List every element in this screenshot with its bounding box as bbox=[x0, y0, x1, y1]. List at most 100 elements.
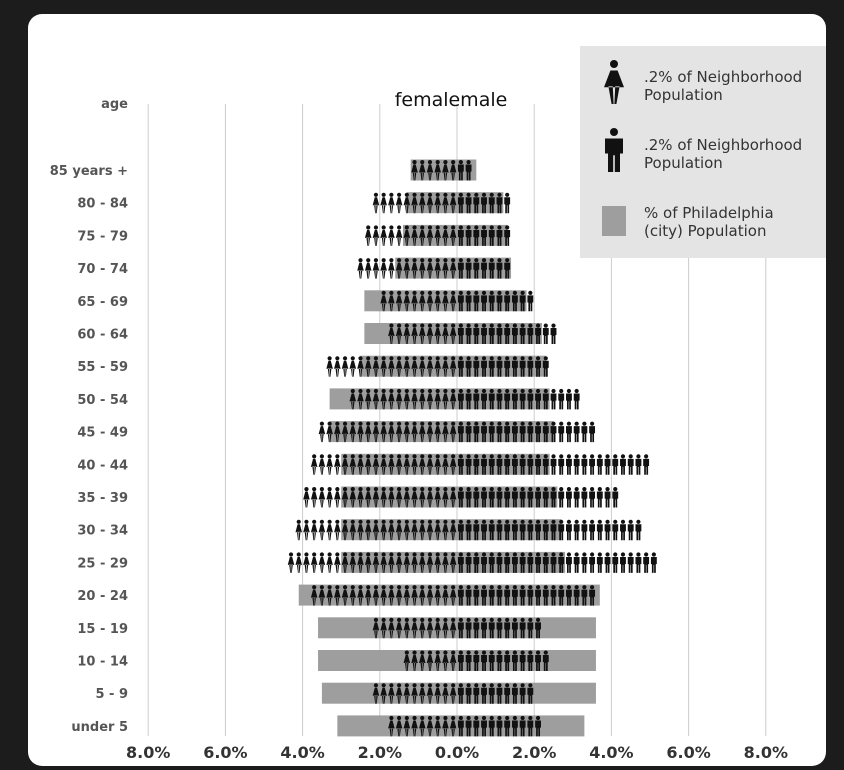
male-figure-icon bbox=[558, 589, 565, 606]
male-figure-icon bbox=[551, 487, 556, 492]
male-figure-icon bbox=[474, 258, 479, 263]
male-figure-icon bbox=[543, 323, 548, 328]
male-figure-icon bbox=[466, 323, 471, 328]
female-figure-icon bbox=[364, 556, 372, 573]
female-figure-icon bbox=[334, 360, 341, 377]
male-figure-icon bbox=[481, 556, 487, 573]
male-figure-icon bbox=[528, 585, 533, 590]
female-figure-icon bbox=[404, 388, 409, 394]
male-figure-icon bbox=[511, 556, 518, 573]
female-figure-icon bbox=[318, 524, 326, 541]
male-figure-icon bbox=[519, 589, 526, 606]
male-figure-icon bbox=[496, 328, 503, 344]
female-figure-icon bbox=[334, 556, 341, 573]
female-figure-icon bbox=[435, 225, 440, 230]
female-figure-icon bbox=[442, 622, 449, 639]
male-figure-icon bbox=[466, 421, 471, 426]
female-figure-icon bbox=[403, 262, 411, 279]
female-figure-icon bbox=[350, 388, 355, 394]
male-figure-icon bbox=[511, 655, 518, 671]
male-figure-icon bbox=[519, 328, 526, 344]
male-figure-icon bbox=[488, 589, 495, 606]
male-figure-icon bbox=[511, 393, 518, 410]
male-figure-icon bbox=[505, 323, 510, 328]
female-figure-icon bbox=[435, 356, 440, 361]
female-figure-icon bbox=[451, 454, 456, 459]
x-tick-label: 6.0% bbox=[203, 743, 247, 762]
male-figure-icon bbox=[511, 458, 518, 475]
male-figure-icon bbox=[520, 715, 525, 721]
female-figure-icon bbox=[419, 458, 426, 475]
female-figure-icon bbox=[327, 487, 332, 492]
female-figure-icon bbox=[419, 491, 426, 508]
female-figure-icon bbox=[335, 421, 340, 426]
female-figure-icon bbox=[395, 556, 403, 573]
female-figure-icon bbox=[426, 720, 434, 737]
male-figure-icon bbox=[558, 556, 565, 573]
female-figure-icon bbox=[404, 290, 409, 295]
female-figure-icon bbox=[389, 388, 394, 394]
female-figure-icon bbox=[364, 524, 372, 541]
female-figure-icon bbox=[434, 458, 441, 475]
female-figure-icon bbox=[366, 356, 371, 361]
male-figure-icon bbox=[551, 454, 556, 459]
female-figure-icon bbox=[451, 585, 456, 590]
female-figure-icon bbox=[373, 192, 379, 197]
female-figure-icon bbox=[443, 454, 448, 459]
female-figure-icon bbox=[388, 524, 395, 541]
male-figure-icon bbox=[481, 715, 487, 721]
female-figure-icon bbox=[426, 556, 434, 573]
male-figure-icon bbox=[457, 262, 464, 279]
male-figure-icon bbox=[613, 519, 618, 524]
male-figure-icon bbox=[535, 491, 541, 508]
female-figure-icon bbox=[388, 589, 395, 606]
male-figure-icon bbox=[628, 454, 633, 459]
male-figure-icon bbox=[535, 328, 541, 344]
female-figure-icon bbox=[426, 458, 434, 475]
male-figure-icon bbox=[474, 421, 479, 426]
female-figure-icon bbox=[435, 650, 440, 655]
legend-label: % of Philadelphia bbox=[644, 204, 774, 222]
female-figure-icon bbox=[411, 197, 418, 214]
male-figure-icon bbox=[511, 589, 518, 606]
male-figure-icon bbox=[489, 192, 494, 197]
male-figure-icon bbox=[520, 617, 525, 623]
male-figure-icon bbox=[458, 552, 463, 557]
female-figure-icon bbox=[335, 454, 340, 459]
male-figure-icon bbox=[504, 589, 511, 606]
female-figure-icon bbox=[419, 229, 426, 246]
age-group-label: 85 years + bbox=[50, 164, 128, 179]
male-figure-icon bbox=[465, 524, 472, 541]
female-figure-icon bbox=[310, 589, 318, 606]
female-figure-icon bbox=[395, 687, 403, 704]
female-figure-icon bbox=[380, 556, 387, 573]
male-figure-icon bbox=[643, 556, 650, 573]
male-figure-icon bbox=[504, 622, 511, 639]
x-tick-label: 2.0% bbox=[358, 743, 402, 762]
male-figure-icon bbox=[566, 487, 572, 492]
female-figure-icon bbox=[296, 552, 301, 557]
male-figure-icon bbox=[496, 295, 503, 312]
male-figure-icon bbox=[496, 622, 503, 639]
female-figure-icon bbox=[388, 262, 395, 279]
male-figure-icon bbox=[535, 524, 541, 541]
male-figure-icon bbox=[543, 650, 548, 655]
male-figure-icon bbox=[474, 715, 479, 721]
male-figure-icon bbox=[488, 524, 495, 541]
male-figure-icon bbox=[505, 356, 510, 361]
female-figure-icon bbox=[397, 290, 402, 295]
male-figure-icon bbox=[528, 715, 533, 721]
male-figure-icon bbox=[628, 552, 633, 557]
male-figure-icon bbox=[496, 556, 503, 573]
male-figure-icon bbox=[504, 393, 511, 410]
female-figure-icon bbox=[443, 388, 448, 394]
male-figure-icon bbox=[559, 552, 564, 557]
female-figure-icon bbox=[342, 454, 348, 459]
male-figure-icon bbox=[496, 655, 503, 671]
female-figure-icon bbox=[449, 197, 457, 214]
female-figure-icon bbox=[451, 160, 456, 165]
male-figure-icon bbox=[550, 589, 557, 606]
female-figure-icon bbox=[397, 225, 402, 230]
male-figure-icon bbox=[474, 552, 479, 557]
female-figure-icon bbox=[412, 225, 417, 230]
